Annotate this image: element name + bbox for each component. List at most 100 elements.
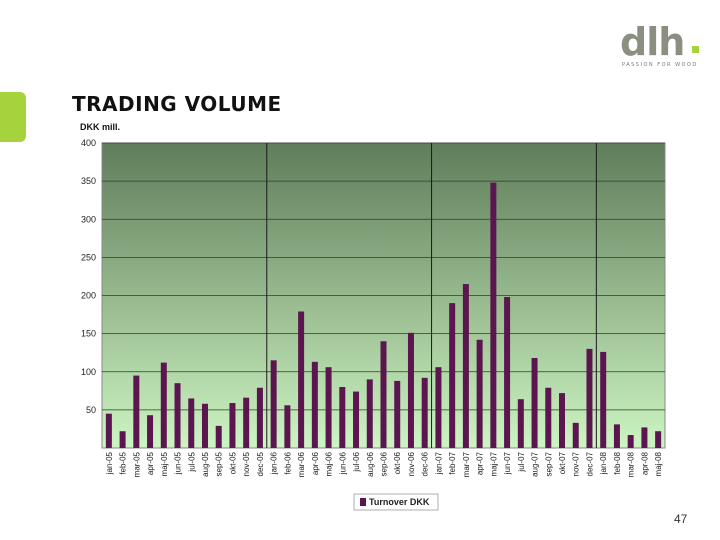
x-tick-label: sep-05 [215, 451, 224, 476]
x-tick-label: apr-05 [146, 451, 155, 475]
x-tick-label: feb-06 [283, 451, 292, 474]
x-tick-label: nov-05 [242, 451, 251, 476]
logo-tagline: PASSION FOR WOOD [622, 62, 698, 68]
bar-maj-07 [490, 182, 497, 448]
x-tick-label: maj-07 [489, 451, 498, 476]
bar-dec-06 [421, 377, 428, 448]
x-tick-label: jun-05 [174, 451, 183, 475]
bar-mar-05 [133, 375, 140, 448]
bar-jan-05 [105, 413, 112, 448]
bar-nov-05 [243, 397, 250, 448]
x-tick-label: jul-07 [517, 451, 526, 472]
y-tick-label: 100 [81, 367, 96, 377]
y-tick-label: 350 [81, 176, 96, 186]
y-tick-label: 50 [86, 405, 96, 415]
x-tick-label: mar-05 [132, 451, 141, 477]
bar-mar-07 [462, 284, 469, 448]
bar-apr-07 [476, 339, 483, 448]
x-tick-label: mar-06 [297, 451, 306, 477]
bar-jan-07 [435, 367, 442, 448]
x-tick-label: feb-07 [448, 451, 457, 474]
x-tick-label: aug-06 [366, 451, 375, 476]
x-tick-label: feb-08 [613, 451, 622, 474]
bar-jun-05 [174, 383, 181, 448]
x-tick-label: jan-07 [434, 451, 443, 475]
legend-box [353, 493, 439, 511]
bar-jun-07 [504, 297, 511, 448]
year-dividers [266, 143, 597, 448]
bar-maj-06 [325, 367, 332, 448]
x-tick-label: dec-06 [421, 451, 430, 476]
bar-feb-06 [284, 405, 291, 448]
x-tick-label: feb-05 [119, 451, 128, 474]
bar-apr-06 [311, 361, 318, 448]
bar-maj-05 [160, 362, 167, 448]
bar-okt-07 [559, 393, 566, 448]
x-tick-label: jun-06 [338, 451, 347, 475]
gridlines [102, 142, 665, 411]
bar-apr-08 [641, 427, 648, 448]
x-tick-label: dec-05 [256, 451, 265, 476]
bar-maj-08 [655, 431, 662, 448]
bar-jan-06 [270, 360, 277, 448]
bar-nov-06 [407, 332, 414, 448]
bar-okt-06 [394, 380, 401, 448]
y-tick-label: 250 [81, 252, 96, 262]
y-tick-label: 150 [81, 329, 96, 339]
accent-tab [0, 92, 26, 142]
x-tick-label: apr-07 [476, 451, 485, 475]
x-tick-label: jul-05 [187, 451, 196, 472]
x-tick-label: aug-05 [201, 451, 210, 476]
bar-jul-06 [353, 391, 360, 448]
bar-jan-08 [600, 351, 607, 448]
bar-sep-05 [215, 425, 222, 448]
x-tick-label: nov-06 [407, 451, 416, 476]
logo-wordmark: dlh [620, 20, 685, 64]
legend-label: Turnover DKK [369, 497, 430, 507]
y-tick-label: 400 [81, 138, 96, 148]
x-tick-label: okt-06 [393, 451, 402, 474]
x-tick-label: apr-06 [311, 451, 320, 475]
bar-feb-08 [613, 424, 620, 448]
bar-jul-05 [188, 398, 195, 448]
page-number: 47 [674, 512, 688, 526]
x-axis-ticks: jan-05 feb-05 mar-05 apr-05 maj-05 jun-05 jul-… [105, 451, 663, 477]
bar-aug-07 [531, 358, 538, 448]
x-tick-label: apr-08 [640, 451, 649, 475]
y-axis-unit-label: DKK mill. [80, 122, 120, 132]
x-tick-label: sep-06 [380, 451, 389, 476]
x-tick-label: mar-08 [627, 451, 636, 477]
bar-mar-06 [298, 311, 305, 448]
x-tick-label: jul-06 [352, 451, 361, 472]
x-tick-label: jan-08 [599, 451, 608, 475]
bar-mar-08 [627, 435, 634, 448]
bar-jun-06 [339, 387, 346, 448]
bar-jul-07 [517, 399, 524, 448]
x-tick-label: aug-07 [531, 451, 540, 476]
x-tick-label: dec-07 [585, 451, 594, 476]
bar-nov-07 [572, 422, 579, 448]
company-logo: dlh PASSION FOR WOOD [620, 20, 708, 72]
bars [105, 182, 662, 448]
x-tick-label: jan-05 [105, 451, 114, 475]
bar-feb-07 [449, 303, 456, 448]
bar-sep-07 [545, 387, 552, 448]
bar-okt-05 [229, 403, 236, 448]
page-title: TRADING VOLUME [72, 92, 282, 116]
x-tick-label: sep-07 [544, 451, 553, 476]
x-tick-label: jun-07 [503, 451, 512, 475]
bar-aug-05 [201, 403, 208, 448]
x-tick-label: maj-08 [654, 451, 663, 476]
legend-swatch [360, 498, 366, 506]
bar-sep-06 [380, 341, 387, 448]
x-tick-label: mar-07 [462, 451, 471, 477]
y-axis-ticks: 50 100 150 200 250 300 350 400 [81, 138, 96, 415]
bar-dec-07 [586, 348, 593, 448]
x-tick-label: maj-05 [160, 451, 169, 476]
bar-dec-05 [256, 387, 263, 448]
chart-legend: Turnover DKK [353, 493, 439, 511]
x-tick-label: nov-07 [572, 451, 581, 476]
y-tick-label: 300 [81, 214, 96, 224]
bar-aug-06 [366, 379, 373, 448]
